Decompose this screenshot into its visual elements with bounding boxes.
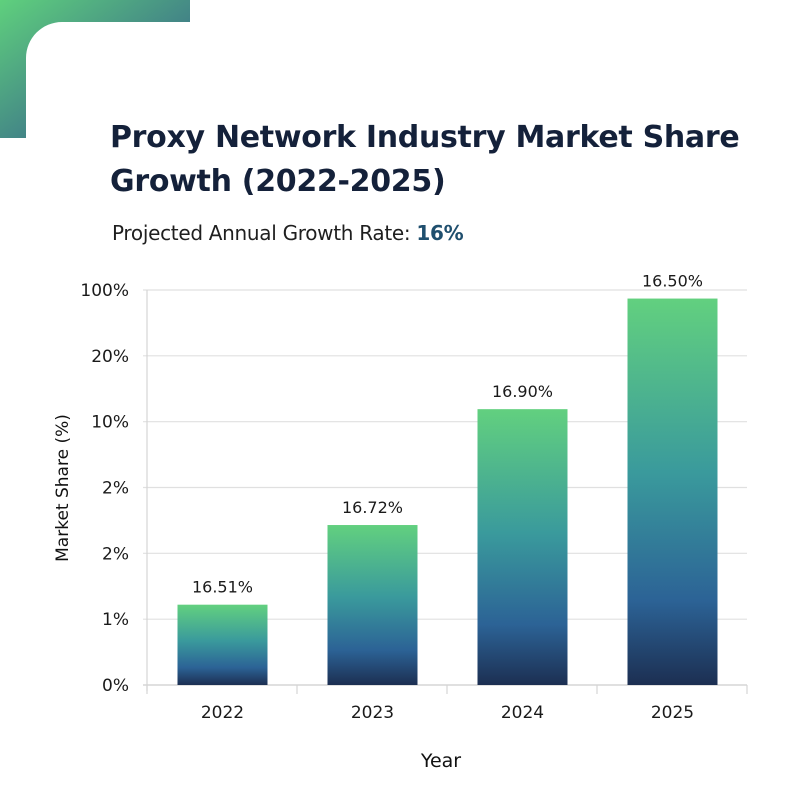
bar-2024: [477, 409, 568, 685]
subtitle-label: Projected Annual Growth Rate:: [112, 221, 417, 245]
bar-2025: [627, 298, 718, 685]
x-axis: [143, 684, 748, 694]
bars: [177, 298, 718, 685]
bar-2023: [327, 525, 418, 685]
x-tick-label: 2022: [201, 703, 244, 723]
y-tick-label: 20%: [91, 347, 129, 367]
corner-decoration: [0, 0, 190, 138]
y-tick-label: 10%: [91, 413, 129, 433]
x-tick-label: 2023: [351, 703, 394, 723]
data-labels: 16.51% 16.72% 16.90% 16.50%: [192, 272, 703, 597]
chart-title: Proxy Network Industry Market Share Grow…: [110, 120, 740, 199]
growth-rate-value: 16%: [416, 221, 464, 245]
chart-subtitle: Projected Annual Growth Rate: 16%: [112, 219, 464, 247]
y-tick-label: 100%: [80, 281, 129, 301]
y-tick-label: 0%: [102, 676, 129, 696]
x-axis-ticks: 2022 2023 2024 2025: [201, 703, 694, 723]
y-tick-label: 2%: [102, 544, 129, 564]
bar-2022: [177, 604, 268, 685]
data-label-2023: 16.72%: [342, 498, 403, 517]
x-tick-label: 2024: [501, 703, 544, 723]
y-axis-title: Market Share (%): [53, 414, 73, 562]
y-axis-ticks: 0% 1% 2% 2% 10% 20% 100%: [80, 281, 129, 696]
y-tick-label: 1%: [102, 610, 129, 630]
data-label-2024: 16.90%: [492, 382, 553, 401]
x-axis-title: Year: [420, 750, 461, 772]
x-tick-label: 2025: [651, 703, 694, 723]
data-label-2025: 16.50%: [642, 272, 703, 291]
data-label-2022: 16.51%: [192, 578, 253, 597]
y-tick-label: 2%: [102, 479, 129, 499]
